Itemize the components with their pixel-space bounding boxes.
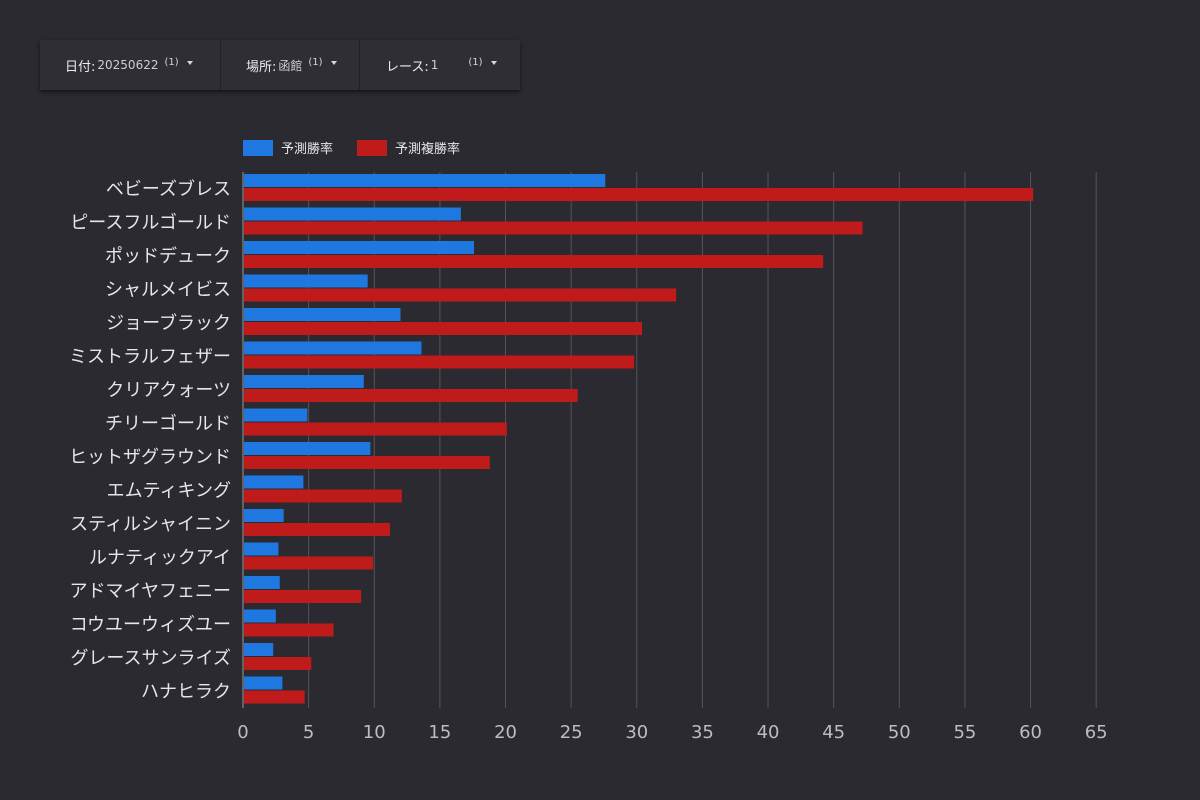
dropdown-arrow-icon[interactable] — [330, 61, 337, 65]
x-tick-label: 10 — [363, 722, 386, 743]
place-rate-bar — [244, 489, 402, 503]
x-tick-label: 30 — [625, 722, 648, 743]
place-rate-bar — [244, 355, 635, 369]
category-label: ピースフルゴールド — [70, 212, 231, 233]
place-rate-bar — [244, 188, 1034, 201]
race-filter-count: (1) — [468, 56, 483, 68]
category-label: コウユーウィズユー — [70, 614, 231, 635]
place-filter-value: 函館 — [278, 58, 303, 73]
category-label: アドマイヤフェニー — [70, 581, 231, 602]
x-tick-label: 0 — [237, 722, 248, 743]
place-rate-bar — [244, 389, 578, 402]
x-tick-label: 50 — [888, 722, 911, 743]
x-tick-label: 40 — [757, 722, 780, 743]
win-rate-bar — [244, 643, 274, 656]
category-label: グレースサンライズ — [70, 648, 231, 669]
category-label: ポッドデューク — [105, 246, 231, 267]
date-filter-label: 日付: — [65, 59, 96, 75]
place-rate-bar — [244, 690, 305, 704]
place-filter-label: 場所: — [246, 59, 277, 75]
legend-label-place: 予測複勝率 — [395, 142, 461, 157]
place-rate-bar — [244, 456, 490, 469]
win-rate-bar — [244, 576, 280, 589]
date-filter-value: 20250622 — [97, 58, 159, 72]
win-rate-bar — [244, 207, 461, 221]
category-label: チリーゴールド — [105, 413, 231, 434]
legend-item-win[interactable]: 予測勝率 — [243, 138, 333, 157]
place-rate-bar — [244, 322, 643, 335]
win-rate-bar — [244, 408, 308, 422]
place-rate-bar — [244, 590, 362, 603]
place-rate-bar — [244, 556, 373, 570]
place-rate-bar — [244, 255, 824, 268]
x-tick-label: 35 — [691, 722, 714, 743]
category-label: クリアクォーツ — [106, 380, 231, 401]
race-filter-value: 1 — [430, 58, 439, 72]
place-rate-bar — [244, 221, 863, 235]
win-rate-bar — [244, 542, 279, 556]
win-rate-bar — [244, 676, 283, 690]
x-tick-label: 5 — [303, 722, 314, 743]
win-rate-bar — [244, 509, 284, 522]
win-rate-bar — [244, 375, 364, 388]
category-label: スティルシャイニン — [70, 514, 231, 535]
x-tick-label: 65 — [1085, 722, 1108, 743]
filter-bar: 日付: 20250622 (1) 場所: 函館 (1) レース: 1 (1) — [40, 40, 520, 90]
win-rate-bar — [244, 341, 422, 355]
legend-label-win: 予測勝率 — [281, 142, 334, 157]
x-tick-label: 20 — [494, 722, 517, 743]
x-tick-label: 25 — [560, 722, 583, 743]
x-tick-label: 60 — [1019, 722, 1042, 743]
win-rate-bar — [244, 274, 368, 288]
category-label: ベビーズブレス — [106, 178, 231, 200]
category-label: エムティキング — [107, 480, 231, 501]
place-rate-bar — [244, 422, 507, 436]
chart-legend: 予測勝率 予測複勝率 — [243, 138, 484, 157]
race-filter[interactable]: レース: 1 (1) — [360, 40, 520, 90]
race-filter-label: レース: — [386, 59, 429, 75]
win-rate-bar — [244, 442, 371, 455]
place-filter[interactable]: 場所: 函館 (1) — [221, 40, 360, 90]
place-rate-bar — [244, 623, 334, 637]
dropdown-arrow-icon[interactable] — [490, 61, 497, 65]
category-label: ハナヒラク — [141, 681, 231, 702]
win-rate-bar — [244, 475, 304, 489]
category-label: ミストラルフェザー — [69, 346, 231, 367]
x-tick-label: 15 — [428, 722, 451, 743]
date-filter-count: (1) — [164, 56, 179, 68]
category-label: ジョーブラック — [106, 312, 231, 334]
category-label: ルナティックアイ — [89, 547, 231, 568]
win-rate-bar — [244, 241, 475, 254]
dropdown-arrow-icon[interactable] — [186, 61, 193, 65]
place-rate-bar — [244, 657, 312, 670]
x-tick-label: 45 — [822, 722, 845, 743]
category-label: ヒットザグラウンド — [69, 447, 231, 468]
legend-swatch-place — [357, 139, 388, 156]
win-rate-bar — [244, 609, 276, 623]
legend-item-place[interactable]: 予測複勝率 — [357, 138, 460, 157]
legend-swatch-win — [243, 139, 273, 156]
category-label: シャルメイビス — [105, 279, 231, 300]
win-rate-bar — [244, 308, 401, 321]
win-rate-bar — [244, 174, 606, 187]
date-filter[interactable]: 日付: 20250622 (1) — [40, 40, 221, 90]
place-rate-bar — [244, 523, 391, 536]
place-filter-count: (1) — [308, 56, 323, 68]
x-tick-label: 55 — [953, 722, 976, 743]
place-rate-bar — [244, 288, 677, 302]
